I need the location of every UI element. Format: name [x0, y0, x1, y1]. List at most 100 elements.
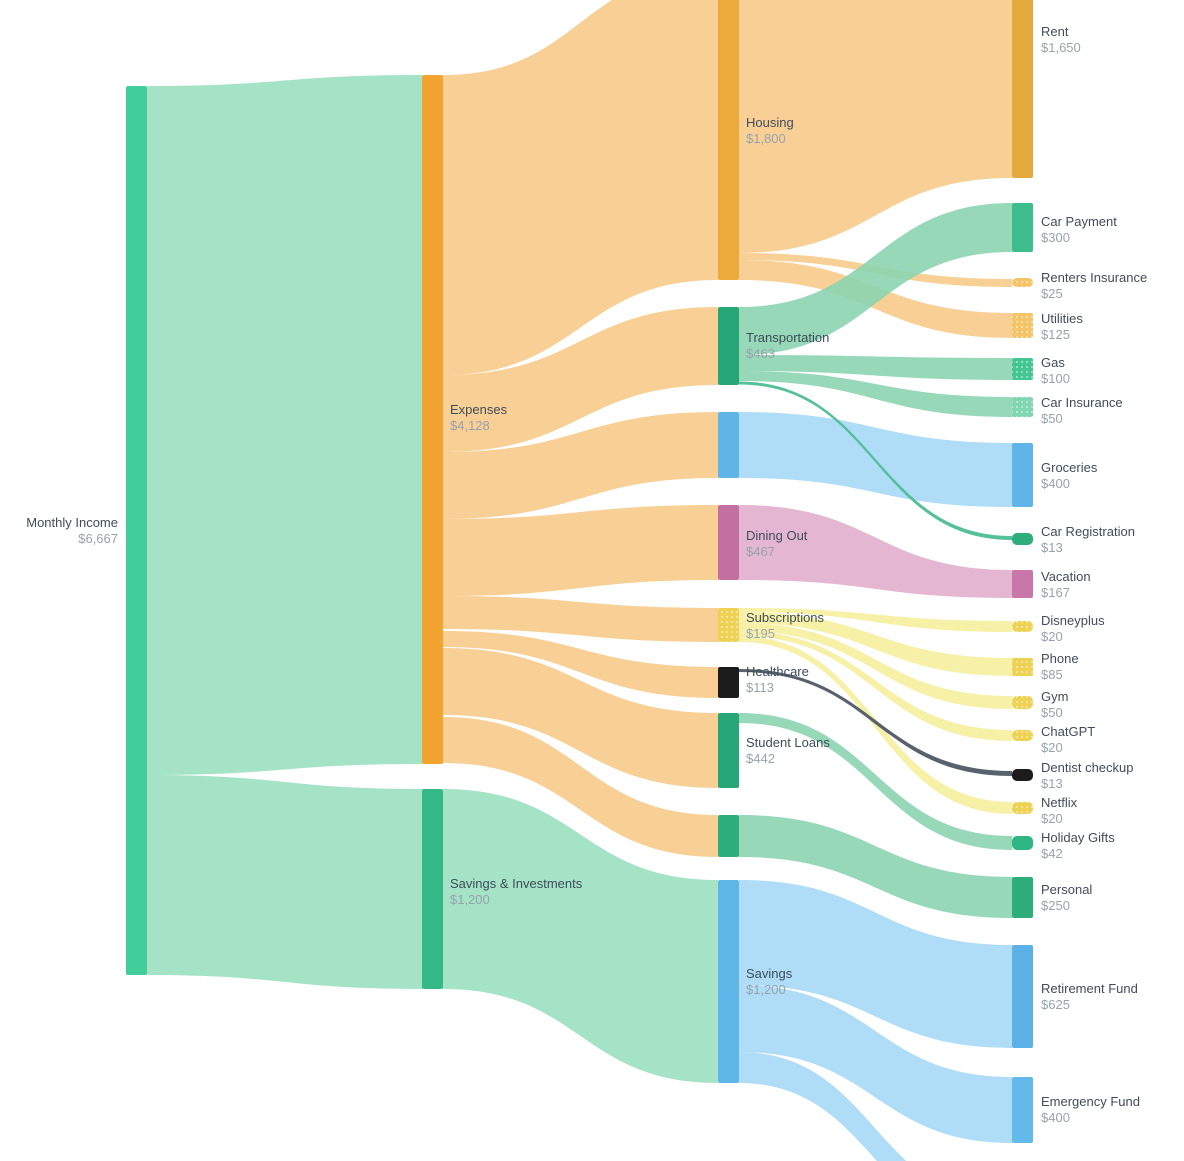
flow-transportation-car_insurance[interactable]	[739, 371, 1012, 417]
label-personal: Personal $250	[1041, 882, 1092, 914]
node-groceries[interactable]	[1012, 443, 1033, 507]
node-car_payment[interactable]	[1012, 203, 1033, 252]
label-personal-name: Personal	[1041, 882, 1093, 897]
node-dining_out[interactable]	[718, 505, 739, 580]
label-groceries-value: $400	[1041, 476, 1070, 491]
label-netflix: Netflix $20	[1041, 795, 1077, 827]
flow-expenses-student_loans[interactable]	[443, 648, 718, 788]
flow-expenses-healthcare[interactable]	[443, 631, 718, 698]
label-emergency_fund: Emergency Fund $400	[1041, 1094, 1140, 1126]
flow-dining_out-vacation[interactable]	[739, 505, 1012, 598]
label-dentist-name: Dentist checkup	[1041, 760, 1134, 775]
label-dining_out: Dining Out $467	[746, 528, 807, 560]
node-student_loans[interactable]	[718, 713, 739, 788]
label-retirement_fund-value: $625	[1041, 997, 1070, 1012]
node-holiday_gifts[interactable]	[1012, 836, 1033, 850]
label-dentist: Dentist checkup $13	[1041, 760, 1134, 792]
label-subscriptions: Subscriptions $195	[746, 610, 824, 642]
label-student_loans-value: $442	[746, 751, 775, 766]
node-healthcare[interactable]	[718, 667, 739, 698]
flow-housing-rent[interactable]	[739, 0, 1012, 253]
flow-expenses-housing[interactable]	[443, 0, 718, 375]
label-groceries: Groceries $400	[1041, 460, 1097, 492]
node-savings_investments[interactable]	[422, 789, 443, 989]
flow-expenses-groceries_mid[interactable]	[443, 412, 718, 519]
node-car_insurance-texture	[1012, 397, 1033, 417]
flow-expenses-subscriptions[interactable]	[443, 596, 718, 642]
label-gas-value: $100	[1041, 371, 1070, 386]
label-phone-name: Phone	[1041, 651, 1079, 666]
node-groceries_mid[interactable]	[718, 412, 739, 478]
label-car_payment-name: Car Payment	[1041, 214, 1117, 229]
flow-subscriptions-gym[interactable]	[739, 623, 1012, 709]
label-car_registration-value: $13	[1041, 540, 1063, 555]
node-gym-texture	[1012, 696, 1033, 709]
node-savings[interactable]	[718, 880, 739, 1083]
label-student_loans: Student Loans $442	[746, 735, 830, 767]
label-chatgpt-value: $20	[1041, 740, 1063, 755]
flow-transportation-gas[interactable]	[739, 355, 1012, 380]
flow-healthcare-dentist[interactable]	[739, 669, 1012, 776]
node-personal[interactable]	[1012, 877, 1033, 918]
label-holiday_gifts-value: $42	[1041, 846, 1063, 861]
node-personal_mid[interactable]	[718, 815, 739, 857]
label-subscriptions-value: $195	[746, 626, 775, 641]
node-car_registration[interactable]	[1012, 533, 1033, 545]
flow-expenses-dining_out[interactable]	[443, 505, 718, 596]
node-transportation[interactable]	[718, 307, 739, 385]
label-rent-name: Rent	[1041, 24, 1069, 39]
label-chatgpt-name: ChatGPT	[1041, 724, 1096, 739]
node-retirement_fund[interactable]	[1012, 945, 1033, 1048]
node-netflix-texture	[1012, 802, 1033, 814]
node-utilities-texture	[1012, 313, 1033, 338]
label-gas: Gas $100	[1041, 355, 1070, 387]
flow-savings-retirement_fund[interactable]	[739, 880, 1012, 1048]
label-savings-name: Savings	[746, 966, 793, 981]
label-dining_out-value: $467	[746, 544, 775, 559]
flow-income-expenses[interactable]	[147, 75, 422, 775]
flow-student_loans-holiday_gifts[interactable]	[739, 713, 1012, 850]
label-dentist-value: $13	[1041, 776, 1063, 791]
label-car_insurance: Car Insurance $50	[1041, 395, 1123, 427]
flow-personal_mid-personal[interactable]	[739, 815, 1012, 918]
label-housing: Housing $1,800	[746, 115, 794, 147]
label-retirement_fund: Retirement Fund $625	[1041, 981, 1138, 1013]
node-income[interactable]	[126, 86, 147, 975]
flow-subscriptions-phone[interactable]	[739, 612, 1012, 676]
flow-subscriptions-disneyplus[interactable]	[739, 608, 1012, 632]
label-car_payment-value: $300	[1041, 230, 1070, 245]
label-renters_insurance-value: $25	[1041, 286, 1063, 301]
label-car_payment: Car Payment $300	[1041, 214, 1117, 246]
flow-layer	[147, 0, 1012, 1161]
label-phone-value: $85	[1041, 667, 1063, 682]
label-utilities: Utilities $125	[1041, 311, 1083, 343]
flow-savings-emergency_fund[interactable]	[739, 985, 1012, 1143]
flow-subscriptions-chatgpt[interactable]	[739, 631, 1012, 741]
label-expenses-value: $4,128	[450, 418, 490, 433]
node-layer	[126, 0, 1033, 1143]
label-emergency_fund-name: Emergency Fund	[1041, 1094, 1140, 1109]
flow-savings_investments-savings[interactable]	[443, 789, 718, 1083]
node-emergency_fund[interactable]	[1012, 1077, 1033, 1143]
node-vacation[interactable]	[1012, 570, 1033, 598]
label-student_loans-name: Student Loans	[746, 735, 830, 750]
label-healthcare-name: Healthcare	[746, 664, 809, 679]
label-renters_insurance: Renters Insurance $25	[1041, 270, 1147, 302]
node-dentist[interactable]	[1012, 769, 1033, 781]
flow-transportation-car_registration[interactable]	[739, 381, 1012, 541]
flow-transportation-car_payment[interactable]	[739, 203, 1012, 355]
flow-expenses-personal_mid[interactable]	[443, 717, 718, 857]
flow-savings-offscreen[interactable]	[739, 1052, 1012, 1161]
node-renters_insurance-texture	[1012, 278, 1033, 287]
label-groceries-name: Groceries	[1041, 460, 1098, 475]
flow-expenses-transportation[interactable]	[443, 307, 718, 452]
label-vacation-name: Vacation	[1041, 569, 1091, 584]
flow-subscriptions-netflix[interactable]	[739, 636, 1012, 814]
node-housing[interactable]	[718, 0, 739, 280]
node-expenses[interactable]	[422, 75, 443, 764]
node-rent[interactable]	[1012, 0, 1033, 178]
flow-income-savings_investments[interactable]	[147, 775, 422, 989]
label-rent-value: $1,650	[1041, 40, 1081, 55]
label-netflix-name: Netflix	[1041, 795, 1078, 810]
